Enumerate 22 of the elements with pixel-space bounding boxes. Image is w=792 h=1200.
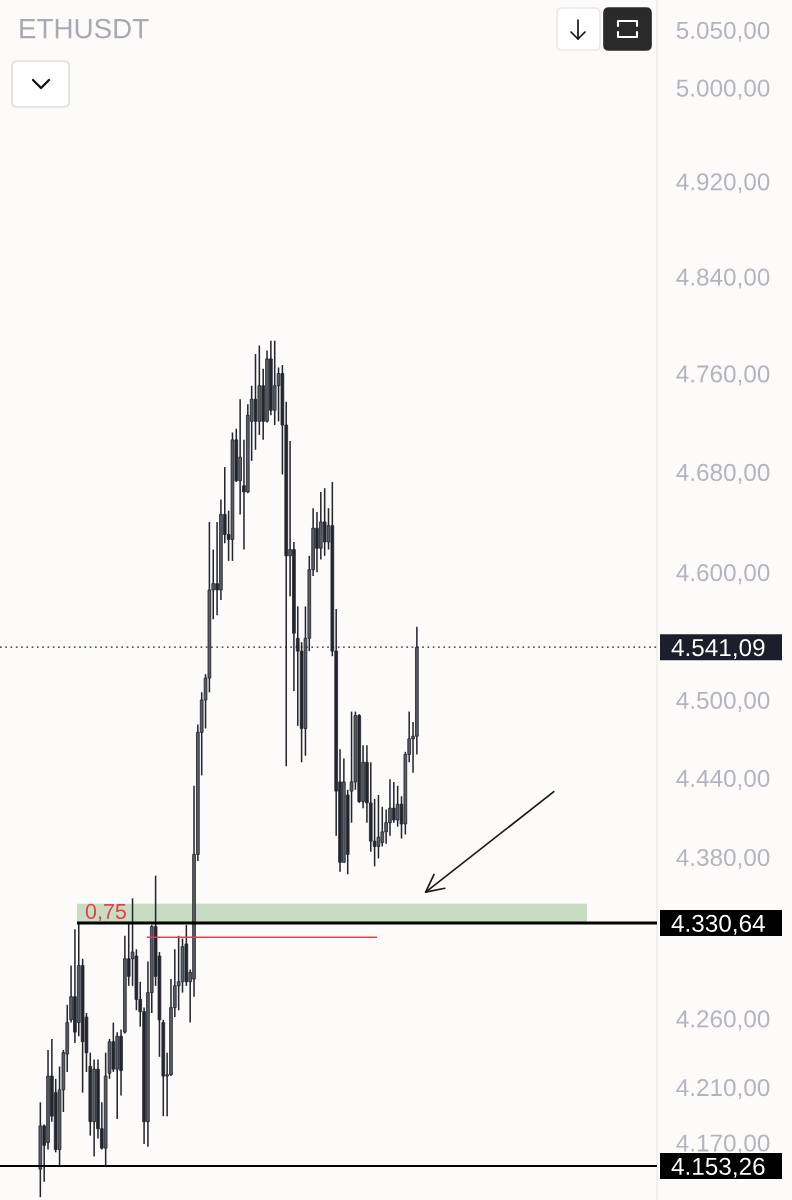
y-tick-label: 5.000,00	[676, 79, 770, 100]
candlestick	[315, 511, 319, 574]
y-tick-label: 4.170,00	[676, 1134, 770, 1155]
y-tick-label: 4.920,00	[676, 173, 770, 194]
ref-line-label: 4.541,09	[671, 638, 765, 660]
y-tick-label: 4.840,00	[676, 268, 770, 289]
candlestick	[392, 781, 396, 824]
y-tick-label: 4.680,00	[676, 463, 770, 484]
band-label: 0,75	[85, 903, 126, 922]
y-tick-label: 4.260,00	[676, 1010, 770, 1031]
y-tick-label: 4.440,00	[676, 769, 770, 790]
candlestick	[322, 487, 327, 557]
y-tick-label: 4.500,00	[676, 691, 770, 712]
ref-line-label: 4.330,64	[671, 914, 765, 935]
y-tick-label: 5.050,00	[676, 21, 770, 42]
y-tick-label: 4.760,00	[676, 365, 770, 386]
y-tick-label: 4.600,00	[676, 564, 770, 585]
text: ETHUSDT	[20, 18, 149, 39]
y-tick-label: 4.210,00	[676, 1078, 770, 1100]
y-tick-label: 4.380,00	[676, 848, 770, 869]
candlestick	[253, 353, 258, 451]
ref-line-label: 4.153,26	[671, 1157, 765, 1178]
